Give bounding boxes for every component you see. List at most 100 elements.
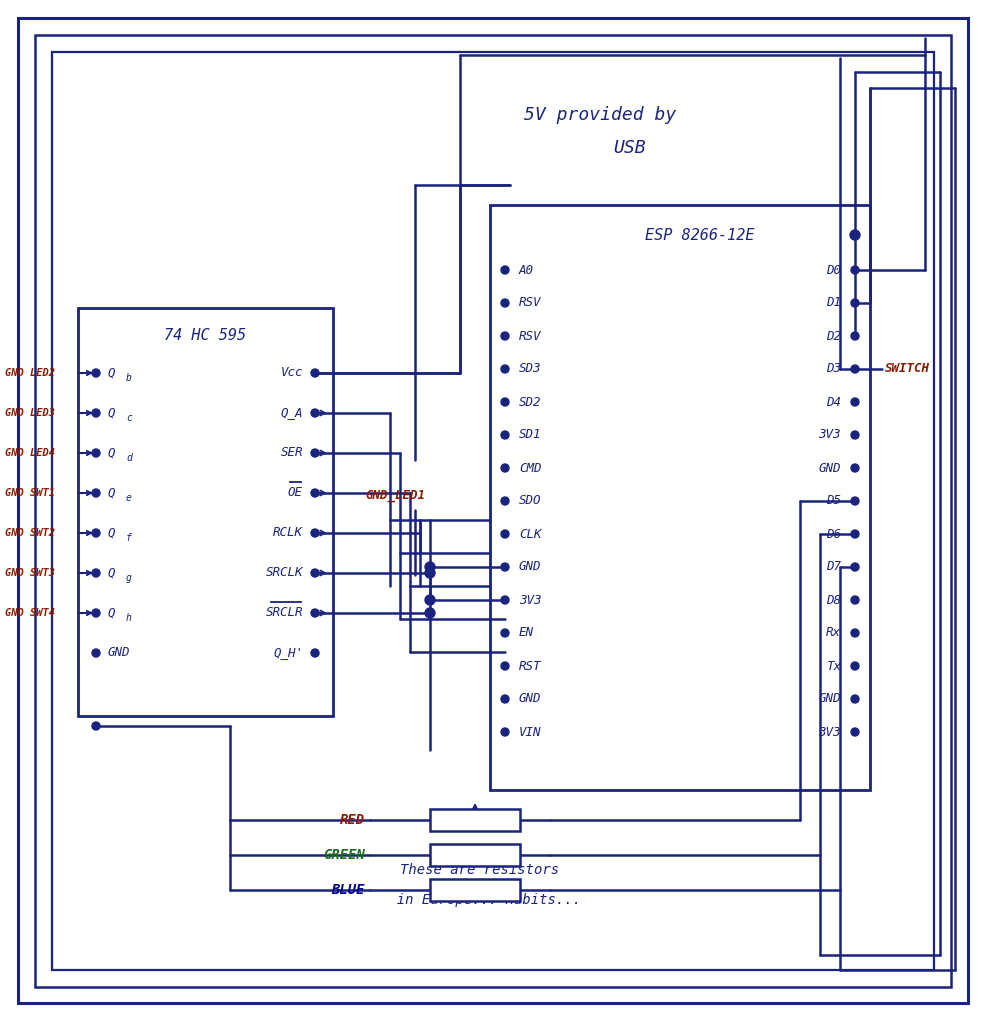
Text: GND: GND	[107, 646, 130, 659]
Text: SD2: SD2	[519, 395, 541, 409]
Circle shape	[501, 398, 509, 406]
Circle shape	[850, 629, 858, 637]
Circle shape	[501, 530, 509, 538]
Circle shape	[850, 695, 858, 703]
Text: OE: OE	[288, 486, 303, 500]
Text: Q: Q	[107, 446, 115, 460]
Text: GND: GND	[519, 560, 541, 573]
Text: b: b	[126, 373, 132, 383]
Circle shape	[501, 596, 509, 604]
Circle shape	[311, 569, 318, 577]
Text: A0: A0	[519, 263, 533, 276]
Text: f: f	[126, 534, 132, 543]
Text: Tx: Tx	[825, 659, 840, 673]
Circle shape	[425, 595, 435, 605]
Bar	[52, 52, 933, 970]
Text: CLK: CLK	[519, 527, 541, 541]
Text: c: c	[126, 413, 132, 423]
Circle shape	[92, 569, 100, 577]
Text: Q_A: Q_A	[280, 407, 303, 420]
Circle shape	[92, 409, 100, 417]
Circle shape	[501, 662, 509, 670]
Text: D7: D7	[825, 560, 840, 573]
Text: RST: RST	[519, 659, 541, 673]
Circle shape	[311, 369, 318, 377]
Circle shape	[849, 230, 859, 240]
Text: ESP 8266-12E: ESP 8266-12E	[645, 227, 754, 243]
Circle shape	[92, 529, 100, 537]
Text: Q: Q	[107, 526, 115, 540]
Bar	[78, 308, 332, 716]
Text: Rx: Rx	[825, 627, 840, 640]
Text: GND LED4: GND LED4	[5, 449, 55, 458]
Text: GND LED2: GND LED2	[5, 368, 55, 378]
Text: Q: Q	[107, 566, 115, 580]
Circle shape	[425, 608, 435, 618]
Text: 3V3: 3V3	[519, 594, 541, 606]
Text: These are resistors: These are resistors	[400, 863, 559, 877]
Text: GND SWT1: GND SWT1	[5, 488, 55, 498]
Circle shape	[850, 299, 858, 307]
Circle shape	[92, 722, 100, 730]
Circle shape	[92, 449, 100, 457]
Circle shape	[501, 431, 509, 439]
Text: GND SWT3: GND SWT3	[5, 568, 55, 578]
Text: 3V3: 3V3	[817, 428, 840, 441]
Text: SRCLR: SRCLR	[265, 606, 303, 620]
Circle shape	[501, 563, 509, 571]
Circle shape	[92, 649, 100, 657]
Text: SDO: SDO	[519, 495, 541, 508]
Bar	[489, 205, 869, 790]
Text: D6: D6	[825, 527, 840, 541]
Text: Vcc: Vcc	[280, 367, 303, 380]
Text: D3: D3	[825, 362, 840, 376]
Text: RCLK: RCLK	[273, 526, 303, 540]
Text: SD1: SD1	[519, 428, 541, 441]
Text: D1: D1	[825, 297, 840, 309]
Text: Q: Q	[107, 606, 115, 620]
Text: GND_LED1: GND_LED1	[365, 488, 425, 502]
Circle shape	[850, 728, 858, 736]
Circle shape	[311, 649, 318, 657]
Circle shape	[850, 332, 858, 340]
Circle shape	[311, 449, 318, 457]
Text: GND SWT2: GND SWT2	[5, 528, 55, 538]
Text: BLUE: BLUE	[331, 883, 365, 897]
Text: Q: Q	[107, 486, 115, 500]
Text: Q: Q	[107, 407, 115, 420]
Text: VIN: VIN	[519, 725, 541, 738]
Bar	[430, 879, 520, 901]
Text: GND: GND	[817, 692, 840, 706]
Circle shape	[311, 529, 318, 537]
Text: e: e	[126, 493, 132, 503]
Circle shape	[501, 695, 509, 703]
Circle shape	[850, 596, 858, 604]
Circle shape	[501, 299, 509, 307]
Circle shape	[850, 464, 858, 472]
Text: SER: SER	[280, 446, 303, 460]
Text: D2: D2	[825, 330, 840, 342]
Circle shape	[850, 662, 858, 670]
Circle shape	[92, 609, 100, 617]
Text: EN: EN	[519, 627, 533, 640]
Circle shape	[850, 563, 858, 571]
Text: D4: D4	[825, 395, 840, 409]
Circle shape	[850, 497, 858, 505]
Text: GND: GND	[817, 462, 840, 474]
Text: SD3: SD3	[519, 362, 541, 376]
Text: SWITCH: SWITCH	[884, 362, 929, 376]
Text: D5: D5	[825, 495, 840, 508]
Text: Q: Q	[107, 367, 115, 380]
Circle shape	[850, 365, 858, 373]
Text: RSV: RSV	[519, 330, 541, 342]
Circle shape	[425, 562, 435, 572]
Text: in Europe... Habits...: in Europe... Habits...	[379, 893, 580, 907]
Circle shape	[311, 609, 318, 617]
Circle shape	[850, 431, 858, 439]
Bar	[430, 844, 520, 866]
Circle shape	[850, 266, 858, 274]
Circle shape	[501, 365, 509, 373]
Text: 5V provided by: 5V provided by	[524, 106, 675, 124]
Circle shape	[92, 489, 100, 497]
Circle shape	[311, 489, 318, 497]
